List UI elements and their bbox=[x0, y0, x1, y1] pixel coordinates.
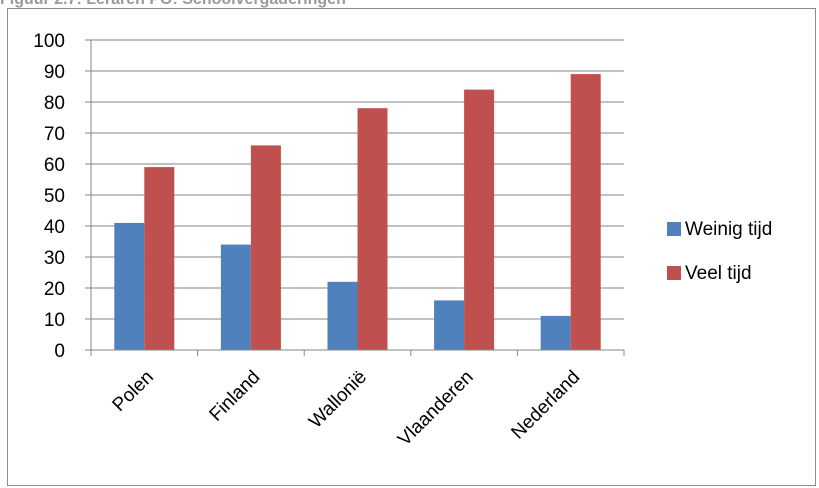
bar-veel-tijd-4 bbox=[570, 74, 601, 350]
bar-weinig-tijd-4 bbox=[540, 315, 571, 350]
bars bbox=[114, 74, 601, 350]
bar-weinig-tijd-1 bbox=[220, 244, 251, 350]
y-tick-labels: 0 10 20 30 40 50 60 70 80 90 100 bbox=[33, 31, 65, 362]
y-tick-label: 70 bbox=[44, 124, 65, 145]
x-tick-labels: Polen Finland Wallonië Vlaanderen Nederland bbox=[109, 367, 585, 451]
x-tick-label: Finland bbox=[206, 367, 265, 426]
y-tick-label: 20 bbox=[44, 279, 65, 300]
y-tick-label: 10 bbox=[44, 310, 65, 331]
chart-frame bbox=[7, 8, 816, 486]
y-tick-label: 60 bbox=[44, 155, 65, 176]
legend: Weinig tijd Veel tijd bbox=[667, 219, 772, 284]
y-tick-label: 90 bbox=[44, 62, 65, 83]
y-tick-label: 40 bbox=[44, 217, 65, 238]
x-tick-label: Nederland bbox=[507, 367, 584, 444]
axes bbox=[85, 39, 625, 356]
legend-label: Veel tijd bbox=[685, 263, 752, 284]
y-tick-label: 50 bbox=[44, 186, 65, 207]
y-tick-label: 100 bbox=[33, 31, 65, 52]
figure-caption: Figuur 2.7: Leraren PO: Schoolvergaderin… bbox=[0, 0, 346, 9]
y-tick-label: 30 bbox=[44, 248, 65, 269]
bar-veel-tijd-1 bbox=[250, 145, 281, 350]
bar-veel-tijd-3 bbox=[464, 89, 495, 350]
bar-weinig-tijd-0 bbox=[114, 222, 145, 350]
x-tick-label: Wallonië bbox=[305, 367, 371, 433]
x-tick-label: Polen bbox=[109, 367, 158, 416]
bar-weinig-tijd-3 bbox=[434, 300, 465, 350]
legend-swatch bbox=[667, 266, 681, 280]
legend-label: Weinig tijd bbox=[685, 219, 772, 240]
y-tick-label: 0 bbox=[54, 341, 65, 362]
x-tick-label: Vlaanderen bbox=[394, 367, 478, 451]
bar-weinig-tijd-2 bbox=[327, 281, 358, 350]
bar-veel-tijd-2 bbox=[357, 108, 388, 350]
y-tick-label: 80 bbox=[44, 93, 65, 114]
bar-veel-tijd-0 bbox=[144, 167, 175, 350]
legend-swatch bbox=[667, 222, 681, 236]
